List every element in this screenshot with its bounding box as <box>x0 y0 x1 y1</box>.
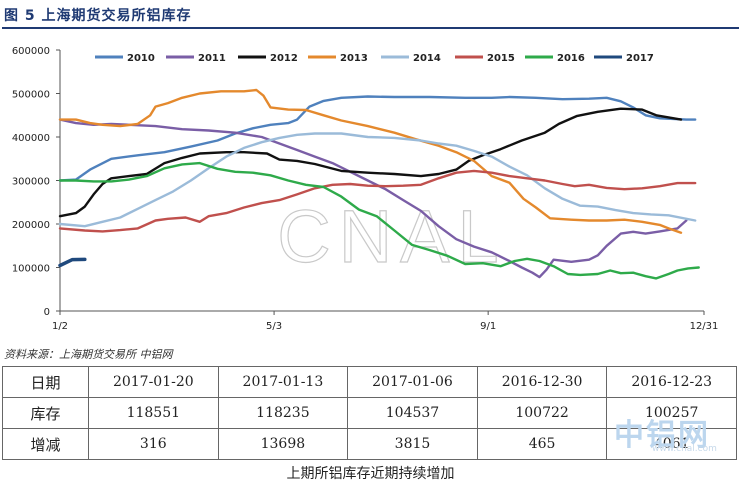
table-cell: 13698 <box>217 428 349 460</box>
y-tick-label: 100000 <box>12 264 50 275</box>
table-cell: 2016-12-23 <box>606 366 737 398</box>
x-tick-label: 5/3 <box>266 321 282 332</box>
legend-label-2010: 2010 <box>127 53 155 64</box>
table-cell: 2016-12-30 <box>476 366 608 398</box>
table-cell: 100257 <box>606 397 737 429</box>
y-tick-label: 500000 <box>12 90 50 101</box>
figure-title: 图 5 上海期货交易所铝库存 <box>4 8 192 24</box>
table-cell: 4061 <box>606 428 737 460</box>
table-row-label: 增减 <box>2 428 89 460</box>
source-note: 资料来源：上海期货交易所 中铝网 <box>4 348 173 361</box>
figure-header: 图 5 上海期货交易所铝库存 <box>0 0 741 30</box>
table-cell: 2017-01-13 <box>217 366 349 398</box>
table-cell: 118551 <box>88 397 219 429</box>
header-rule <box>2 27 739 29</box>
legend-label-2012: 2012 <box>270 53 298 64</box>
x-tick-label: 1/2 <box>52 321 68 332</box>
y-tick-label: 300000 <box>12 177 50 188</box>
table-row-label: 库存 <box>2 397 89 429</box>
y-tick-label: 0 <box>44 307 50 318</box>
table-cell: 104537 <box>347 397 478 429</box>
legend-label-2016: 2016 <box>557 53 585 64</box>
series-line-2017 <box>58 257 87 268</box>
series-line-2014 <box>58 132 697 228</box>
table-cell: 100722 <box>476 397 608 429</box>
legend-label-2013: 2013 <box>340 53 368 64</box>
legend-label-2017: 2017 <box>626 53 654 64</box>
inventory-table: 日期 2017-01-20 2017-01-13 2017-01-06 2016… <box>2 366 737 460</box>
series-line-2016 <box>58 161 700 280</box>
series-line-2015 <box>58 169 697 233</box>
chart-watermark: CNAL <box>277 195 506 278</box>
table-cell: 316 <box>88 428 219 460</box>
series-line-2012 <box>58 107 683 218</box>
series-line-2010 <box>58 95 697 182</box>
table-row: 增减 316 13698 3815 465 4061 <box>2 428 737 460</box>
table-cell: 2017-01-20 <box>88 366 219 398</box>
y-tick-label: 200000 <box>12 220 50 231</box>
x-tick-label: 9/1 <box>480 321 496 332</box>
table-header-row: 日期 2017-01-20 2017-01-13 2017-01-06 2016… <box>2 366 737 398</box>
table-cell: 118235 <box>217 397 349 429</box>
figure-caption: 上期所铝库存近期持续增加 <box>286 466 455 482</box>
table-cell: 3815 <box>347 428 478 460</box>
legend-label-2015: 2015 <box>487 53 515 64</box>
table-row-label: 日期 <box>2 366 89 398</box>
legend-label-2011: 2011 <box>198 53 226 64</box>
table-cell: 465 <box>476 428 608 460</box>
series-line-2013 <box>58 88 683 234</box>
legend-label-2014: 2014 <box>413 53 441 64</box>
series-line-2011 <box>58 118 688 279</box>
inventory-line-chart: CNAL 0 100000 200000 300000 400000 500000 60000… <box>12 46 719 332</box>
table-cell: 2017-01-06 <box>347 366 478 398</box>
table-row: 库存 118551 118235 104537 100722 100257 <box>2 397 737 429</box>
y-tick-label: 600000 <box>12 46 50 57</box>
y-tick-label: 400000 <box>12 133 50 144</box>
x-tick-label: 12/31 <box>690 321 719 332</box>
